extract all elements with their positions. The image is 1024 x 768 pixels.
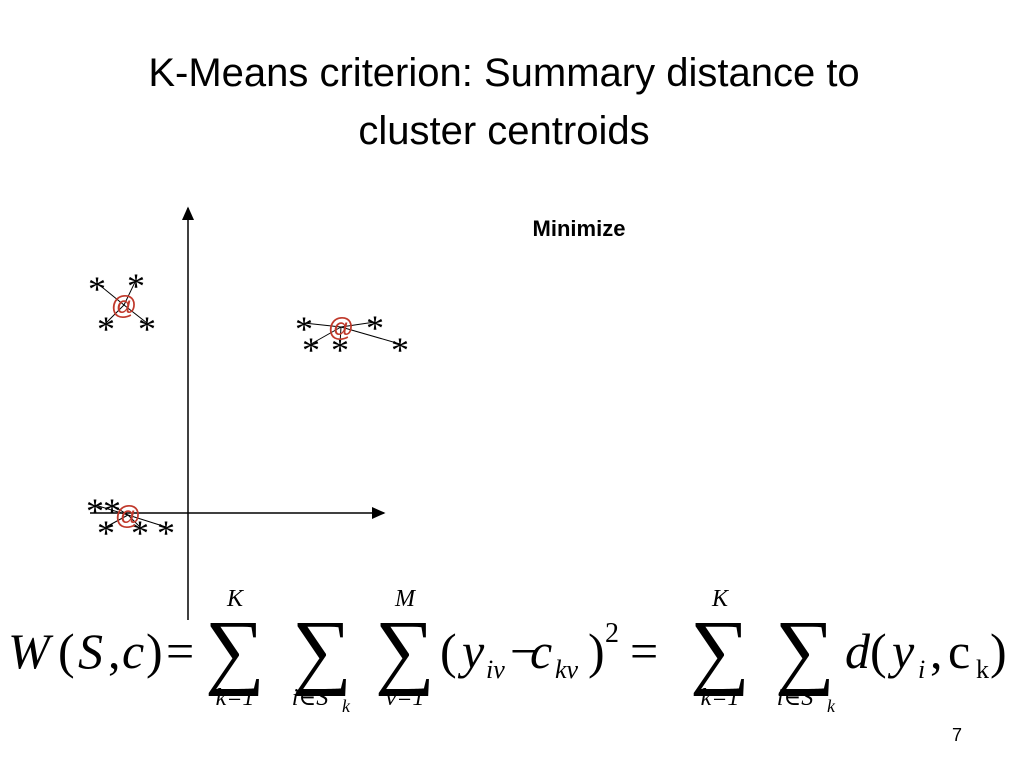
link-line — [310, 326, 342, 345]
link-line — [111, 504, 129, 516]
link-line — [127, 514, 167, 528]
formula: W(S, c) = ∑Kk=1∑i∈S k∑Mv=1(y iv −c kv) 2 = ∑Kk=1∑i… — [8, 586, 1007, 716]
formula-token: y — [887, 623, 915, 679]
point: * — [97, 309, 115, 349]
title-line: cluster centroids — [358, 109, 649, 153]
point: * — [391, 330, 409, 370]
formula-token: k — [342, 696, 351, 716]
point: * — [366, 308, 384, 348]
formula-token: , — [108, 623, 121, 679]
link-line — [127, 514, 141, 528]
point: * — [127, 266, 145, 306]
formula-token: 2 — [605, 618, 619, 649]
formula-token: W — [8, 623, 54, 679]
formula-token: − — [510, 623, 538, 679]
formula-token: v=1 — [386, 685, 425, 711]
centroid: @ — [328, 312, 354, 342]
formula-token: iv — [486, 655, 505, 684]
formula-token: ) — [588, 623, 605, 679]
formula-token: ∑ — [690, 604, 750, 697]
formula-token: k — [827, 696, 836, 716]
link-line — [339, 326, 342, 345]
formula-token: ) — [146, 623, 163, 679]
formula-token: K — [226, 586, 245, 612]
point: * — [295, 309, 313, 349]
formula-token: ∑ — [375, 604, 435, 697]
formula-token: i — [918, 655, 925, 684]
point: * — [302, 330, 320, 370]
formula-token: i∈S — [292, 685, 328, 711]
point: * — [88, 269, 106, 309]
link-line — [96, 282, 125, 306]
formula-token: kv — [555, 655, 579, 684]
formula-token: ∑ — [775, 604, 835, 697]
formula-token: y — [457, 623, 485, 679]
formula-token: ∑ — [205, 604, 265, 697]
formula-token: k — [976, 655, 989, 684]
point: * — [138, 309, 156, 349]
formula-token: k=1 — [701, 685, 740, 711]
formula-token: = — [166, 623, 194, 679]
formula-token: M — [394, 586, 417, 612]
point: * — [97, 513, 115, 553]
link-line — [303, 322, 342, 328]
formula-token: ( — [58, 623, 75, 679]
point: * — [131, 513, 149, 553]
page-number: 7 — [952, 725, 962, 745]
minimize-label: Minimize — [533, 216, 626, 241]
formula-token: K — [711, 586, 730, 612]
formula-token: ( — [440, 623, 457, 679]
point: * — [157, 513, 175, 553]
formula-token: c — [530, 623, 552, 679]
formula-token: c — [948, 623, 970, 679]
link-line — [105, 304, 125, 324]
link-line — [123, 304, 148, 324]
formula-token: , — [930, 623, 943, 679]
formula-token: c — [122, 623, 144, 679]
formula-token: ∑ — [292, 604, 352, 697]
formula-token: k=1 — [216, 685, 255, 711]
point: * — [86, 491, 104, 531]
link-line — [340, 321, 376, 328]
formula-token: ) — [990, 623, 1007, 679]
formula-token: d — [845, 623, 871, 679]
centroid: @ — [115, 500, 141, 530]
formula-token: = — [630, 623, 658, 679]
link-line — [340, 326, 401, 345]
point: * — [103, 491, 121, 531]
point: * — [331, 330, 349, 370]
link-line — [94, 504, 129, 516]
scatter: * ** *@* ** * *@* ** * *@ — [86, 266, 409, 553]
title-line: K-Means criterion: Summary distance to — [148, 51, 859, 95]
link-line — [105, 514, 129, 528]
formula-token: i∈S — [777, 685, 813, 711]
centroid: @ — [111, 290, 137, 320]
formula-token: ( — [870, 623, 887, 679]
link-line — [123, 279, 137, 306]
formula-token: S — [78, 623, 103, 679]
